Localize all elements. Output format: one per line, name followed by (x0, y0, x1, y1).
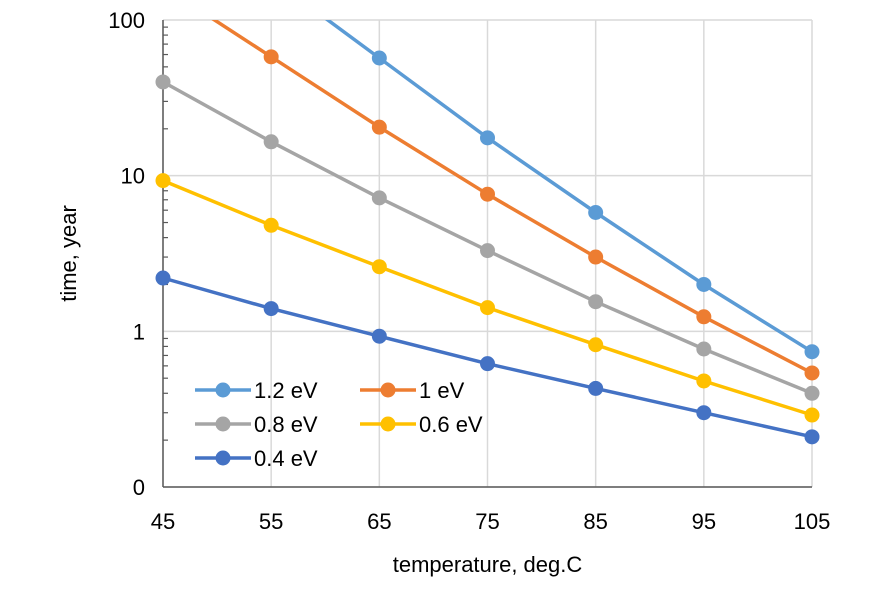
legend-label: 0.8 eV (254, 412, 318, 437)
data-point-0-4-ev (588, 380, 604, 396)
legend-swatch-marker (380, 416, 396, 432)
legend-label: 0.4 eV (254, 446, 318, 471)
data-point-0-8-ev (371, 190, 387, 206)
legend-item-0-4-ev: 0.4 eV (195, 446, 318, 471)
data-point-1-2-ev (696, 276, 712, 292)
y-tick-label: 10 (121, 164, 145, 189)
x-tick-label: 95 (692, 509, 716, 534)
x-axis-title: temperature, deg.C (393, 552, 583, 577)
data-point-1-ev (371, 119, 387, 135)
legend-item-1-2-ev: 1.2 eV (195, 378, 318, 403)
series-line-1-2-ev (324, 20, 813, 354)
x-tick-label: 65 (367, 509, 391, 534)
y-axis-title: time, year (56, 205, 81, 302)
legend-label: 1 eV (419, 378, 465, 403)
axes (162, 20, 812, 488)
data-point-0-8-ev (588, 294, 604, 310)
legend-item-0-6-ev: 0.6 eV (360, 412, 483, 437)
x-tick-label: 55 (259, 509, 283, 534)
legend: 1.2 eV 1 eV 0.8 eV 0.6 eV 0.4 eV (195, 378, 483, 471)
data-point-1-ev (263, 49, 279, 65)
data-point-0-6-ev (696, 373, 712, 389)
x-tick-label: 75 (475, 509, 499, 534)
data-point-1-2-ev (588, 204, 604, 220)
x-tick-label: 105 (794, 509, 831, 534)
data-point-0-4-ev (480, 356, 495, 372)
data-point-0-8-ev (696, 341, 712, 357)
data-point-0-4-ev (371, 328, 387, 344)
data-point-0-6-ev (371, 259, 387, 275)
data-point-0-6-ev (804, 407, 820, 423)
legend-swatch-marker (215, 416, 231, 432)
y-tick-label: 100 (108, 8, 145, 33)
data-point-0-8-ev (804, 385, 820, 401)
data-point-0-4-ev (696, 405, 712, 421)
data-point-0-6-ev (155, 173, 171, 189)
data-point-0-6-ev (263, 217, 279, 233)
y-tick-label: 1 (133, 319, 145, 344)
series-1-ev (211, 20, 820, 381)
legend-item-1-ev: 1 eV (360, 378, 465, 403)
data-point-0-4-ev (155, 270, 171, 286)
x-tick-labels: 45 55 65 75 85 95 105 (151, 509, 831, 534)
data-point-1-ev (588, 249, 604, 265)
legend-label: 0.6 eV (419, 412, 483, 437)
y-tick-labels: 0 1 10 100 (108, 8, 145, 500)
data-point-0-8-ev (263, 134, 279, 150)
data-point-0-8-ev (480, 243, 495, 259)
x-tick-label: 45 (151, 509, 175, 534)
data-point-1-2-ev (371, 50, 387, 66)
data-point-1-2-ev (804, 344, 820, 360)
legend-swatch-marker (215, 450, 231, 466)
data-point-0-6-ev (588, 337, 604, 353)
series-0-6-ev (155, 173, 820, 423)
data-point-1-ev (696, 309, 712, 325)
data-point-1-2-ev (480, 130, 495, 146)
legend-swatch-marker (380, 382, 396, 398)
legend-swatch-marker (215, 382, 231, 398)
data-point-0-8-ev (155, 74, 171, 90)
data-point-1-ev (804, 365, 820, 381)
y-tick-label: 0 (133, 475, 145, 500)
series-layer (155, 20, 820, 445)
legend-item-0-8-ev: 0.8 eV (195, 412, 318, 437)
data-point-0-4-ev (263, 301, 279, 317)
data-point-0-4-ev (804, 429, 820, 445)
series-0-8-ev (155, 74, 820, 401)
x-tick-label: 85 (583, 509, 607, 534)
series-0-4-ev (155, 270, 820, 445)
data-point-1-ev (480, 186, 495, 202)
legend-label: 1.2 eV (254, 378, 318, 403)
data-point-0-6-ev (480, 300, 495, 316)
series-1-2-ev (324, 20, 820, 360)
